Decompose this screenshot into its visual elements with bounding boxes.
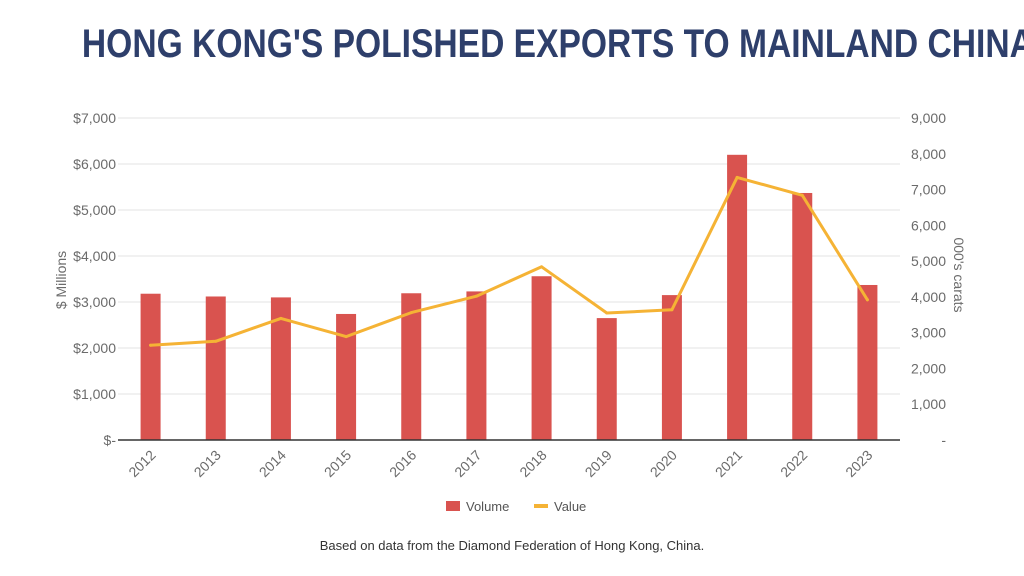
x-tick-label: 2021: [712, 447, 745, 480]
chart-title: HONG KONG'S POLISHED EXPORTS TO MAINLAND…: [81, 22, 1024, 66]
x-tick-label: 2017: [451, 447, 484, 480]
value-line-path: [149, 175, 869, 347]
volume-bar: [466, 291, 487, 440]
right-tick-label: 1,000: [911, 396, 946, 412]
volume-bar: [857, 284, 878, 440]
left-tick-label: $5,000: [73, 202, 116, 218]
x-tick-label: 2018: [516, 447, 549, 480]
left-tick-label: $-: [104, 432, 117, 448]
right-tick-label: 4,000: [911, 289, 946, 305]
volume-bar: [727, 154, 748, 441]
value-point: [670, 308, 674, 312]
volume-bar: [401, 293, 422, 440]
legend-volume-label: Volume: [466, 499, 509, 514]
value-point: [279, 316, 283, 320]
right-tick-label: 7,000: [911, 182, 946, 198]
volume-bar: [596, 318, 617, 440]
left-tick-label: $6,000: [73, 156, 116, 172]
right-tick-label: 5,000: [911, 253, 946, 269]
value-point: [605, 311, 609, 315]
value-point: [409, 311, 413, 315]
value-point: [865, 298, 869, 302]
gridlines: [118, 117, 900, 395]
legend-value-swatch: [534, 504, 548, 508]
value-point: [214, 339, 218, 343]
right-tick-label: 9,000: [911, 110, 946, 126]
left-tick-label: $7,000: [73, 110, 116, 126]
value-point: [344, 335, 348, 339]
legend-volume-swatch: [446, 501, 460, 511]
right-tick-label: 3,000: [911, 325, 946, 341]
volume-bar: [531, 276, 552, 440]
left-tick-label: $1,000: [73, 386, 116, 402]
value-point: [735, 175, 739, 179]
x-tick-label: 2014: [256, 447, 289, 480]
right-tick-label: 2,000: [911, 360, 946, 376]
volume-bar: [336, 313, 357, 440]
x-tick-label: 2016: [386, 447, 419, 480]
x-tick-label: 2023: [842, 447, 875, 480]
legend-value-label: Value: [554, 499, 586, 514]
x-tick-label: 2015: [321, 447, 354, 480]
value-point: [540, 265, 544, 269]
volume-bar: [792, 192, 813, 440]
volume-bar: [661, 295, 682, 440]
volume-bars: [140, 154, 878, 441]
left-axis-ticks: $- $1,000 $2,000 $3,000 $4,000 $5,000 $6,000 $7…: [73, 110, 116, 448]
value-point: [149, 343, 153, 347]
x-axis-ticks: 2012 2013 2014 2015 2016 2017 2018 2019 2020 2021…: [125, 447, 875, 480]
right-tick-label: -: [941, 432, 946, 448]
x-tick-label: 2020: [647, 447, 680, 480]
right-axis-ticks: - 1,000 2,000 3,000 4,000 5,000 6,000 7,000 8,00…: [911, 110, 946, 448]
x-tick-label: 2022: [777, 447, 810, 480]
x-tick-label: 2019: [582, 447, 615, 480]
value-line: [149, 175, 869, 347]
x-tick-label: 2012: [125, 447, 158, 480]
x-tick-label: 2013: [191, 447, 224, 480]
left-tick-label: $4,000: [73, 248, 116, 264]
volume-bar: [270, 297, 291, 440]
legend: Volume Value: [446, 499, 586, 514]
value-point: [800, 193, 804, 197]
volume-bar: [205, 296, 226, 440]
volume-bar: [140, 293, 161, 440]
value-point: [474, 294, 478, 298]
right-tick-label: 8,000: [911, 146, 946, 162]
right-axis-title: 000's carats: [951, 237, 967, 312]
left-tick-label: $2,000: [73, 340, 116, 356]
left-tick-label: $3,000: [73, 294, 116, 310]
right-tick-label: 6,000: [911, 217, 946, 233]
source-note: Based on data from the Diamond Federatio…: [319, 538, 705, 553]
left-axis-title: $ Millions: [53, 251, 69, 309]
